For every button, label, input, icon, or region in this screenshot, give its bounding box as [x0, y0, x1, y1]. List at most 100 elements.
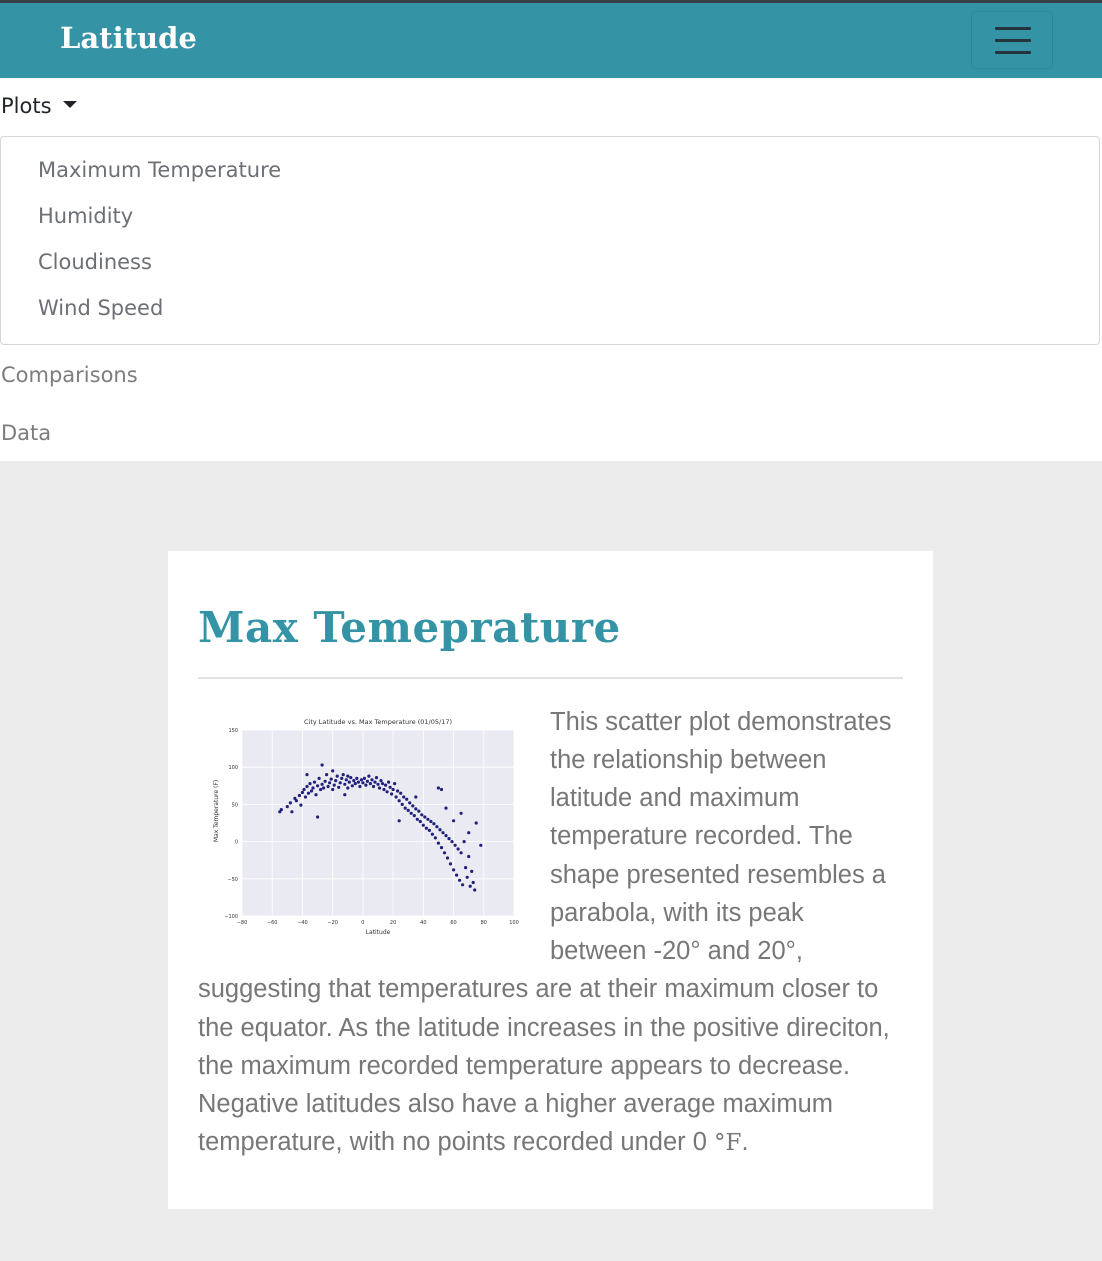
nav-link-data[interactable]: Data: [1, 421, 52, 445]
data-point: [442, 851, 447, 855]
data-point: [450, 840, 454, 844]
nav-link-comparisons[interactable]: Comparisons: [1, 363, 138, 387]
data-point: [311, 786, 315, 790]
data-point: [302, 787, 306, 792]
data-point: [441, 831, 445, 835]
dropdown-item-humidity[interactable]: Humidity: [38, 204, 134, 228]
plots-dropdown-toggle[interactable]: Plots: [1, 94, 77, 118]
data-point: [468, 884, 472, 888]
data-point: [349, 776, 353, 780]
dropdown-item-max-temperature[interactable]: Maximum Temperature: [38, 158, 282, 182]
data-point: [370, 778, 374, 782]
data-point: [465, 875, 469, 879]
paragraph-line: temperature recorded. The: [550, 822, 853, 850]
data-point: [365, 779, 369, 783]
data-point: [325, 773, 329, 777]
page-title: Max Temeprature: [198, 603, 621, 652]
data-point: [316, 815, 320, 819]
x-tick-label: −20: [327, 920, 338, 926]
data-point: [448, 862, 453, 866]
data-point: [420, 813, 424, 817]
data-point: [409, 811, 413, 815]
data-point: [418, 819, 422, 824]
data-point: [316, 784, 320, 788]
data-point: [412, 814, 416, 818]
data-point: [452, 868, 456, 872]
data-point: [309, 789, 314, 793]
data-point: [427, 828, 431, 832]
data-point: [444, 834, 448, 838]
data-point: [438, 828, 442, 832]
x-tick-label: 80: [481, 920, 487, 926]
data-point: [439, 787, 444, 792]
paragraph-line: the equator. As the latitude increases i…: [198, 1014, 890, 1042]
unit-fahrenheit: °F: [713, 1130, 742, 1156]
y-tick-label: 50: [232, 802, 238, 808]
data-point: [335, 774, 339, 778]
data-point: [347, 780, 351, 784]
content-card: Max Temeprature City Latitude vs. Max Te…: [168, 551, 933, 1209]
data-point: [343, 782, 347, 786]
data-point: [464, 866, 468, 870]
paragraph-line: parabola, with its peak: [550, 899, 804, 927]
hamburger-menu-icon: [995, 39, 1031, 42]
window-top-border: [0, 0, 1102, 3]
data-point: [371, 784, 376, 789]
data-point: [343, 793, 347, 797]
data-point: [374, 776, 379, 780]
paragraph-line: Negative latitudes also have a higher av…: [198, 1090, 834, 1118]
menu-toggle-button[interactable]: [971, 11, 1053, 69]
data-point: [361, 781, 365, 785]
x-tick-label: −80: [237, 920, 248, 926]
data-point: [331, 769, 335, 773]
paragraph-line: suggesting that temperatures are at thei…: [198, 975, 879, 1003]
x-tick-label: 60: [450, 920, 456, 926]
caret-down-icon: [62, 100, 77, 108]
data-point: [337, 785, 341, 789]
data-point: [444, 806, 448, 810]
data-point: [344, 778, 348, 782]
paragraph-line: latitude and maximum: [550, 784, 800, 812]
data-point: [406, 808, 410, 812]
data-point: [334, 779, 338, 783]
data-point: [391, 787, 395, 792]
data-point: [352, 779, 356, 783]
data-point: [305, 773, 309, 777]
brand-logo[interactable]: Latitude: [60, 21, 197, 55]
data-point: [390, 792, 394, 796]
paragraph-line-text: temperature, with no points recorded und…: [198, 1128, 714, 1156]
data-point: [294, 799, 298, 803]
data-point: [435, 825, 439, 829]
data-point: [397, 799, 401, 803]
data-point: [414, 795, 418, 799]
data-point: [405, 797, 409, 801]
y-tick-label: −50: [227, 877, 238, 883]
plots-label: Plots: [1, 94, 52, 118]
data-point: [319, 787, 323, 792]
paragraph-line: shape presented resembles a: [550, 861, 886, 889]
data-point: [471, 880, 475, 885]
data-point: [341, 773, 345, 777]
data-point: [305, 784, 309, 789]
nav-menu: Plots Maximum Temperature Humidity Cloud…: [0, 78, 1102, 461]
data-point: [350, 784, 354, 788]
data-point: [436, 841, 440, 845]
data-point: [312, 780, 317, 784]
data-point: [474, 821, 478, 825]
dropdown-item-cloudiness[interactable]: Cloudiness: [38, 250, 152, 274]
scatter-plot-image: City Latitude vs. Max Temperature (01/05…: [213, 718, 519, 936]
data-point: [329, 777, 333, 781]
data-point: [455, 873, 459, 877]
title-divider: [198, 677, 903, 679]
dropdown-item-wind-speed[interactable]: Wind Speed: [38, 296, 164, 320]
data-point: [288, 801, 292, 805]
data-point: [356, 780, 360, 784]
data-point: [403, 806, 407, 810]
data-point: [380, 782, 385, 786]
x-tick-label: −40: [297, 920, 308, 926]
plot-background: [242, 730, 514, 916]
data-point: [429, 819, 433, 824]
data-point: [384, 783, 388, 787]
data-point: [346, 786, 350, 790]
data-point: [331, 787, 335, 792]
